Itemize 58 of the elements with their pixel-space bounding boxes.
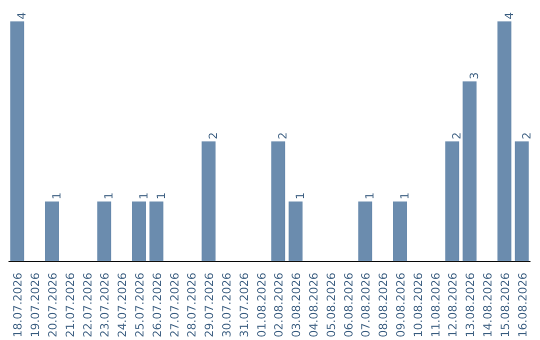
data-label: 1 [293, 192, 308, 200]
data-label: 2 [450, 132, 464, 140]
bar [132, 201, 146, 262]
x-tick-label: 07.08.2026 [358, 272, 373, 338]
x-tick-label: 23.07.2026 [98, 272, 112, 338]
x-tick-label: 12.08.2026 [446, 272, 460, 338]
data-label: 3 [467, 72, 482, 80]
bar [202, 141, 216, 262]
x-tick-label: 29.07.2026 [202, 272, 216, 338]
bar [45, 201, 59, 262]
bar [10, 21, 24, 262]
bar [445, 141, 460, 262]
x-tick-label: 16.08.2026 [515, 272, 530, 338]
data-label: 2 [276, 132, 290, 140]
x-tick-label: 20.07.2026 [46, 272, 60, 338]
x-tick-label: 26.07.2026 [150, 272, 164, 338]
x-tick-label: 10.08.2026 [410, 272, 425, 338]
x-tick-label: 08.08.2026 [376, 272, 390, 338]
x-tick-label: 04.08.2026 [306, 272, 320, 338]
x-tick-label: 05.08.2026 [324, 272, 338, 338]
bar [149, 201, 164, 262]
x-tick-label: 28.07.2026 [184, 272, 199, 338]
x-tick-label: 06.08.2026 [341, 272, 356, 338]
data-label: 4 [14, 12, 29, 20]
data-label: 2 [206, 132, 220, 140]
data-label: 4 [502, 12, 516, 20]
data-label: 1 [50, 192, 64, 200]
x-tick-label: 27.07.2026 [167, 272, 182, 338]
bar [288, 201, 303, 262]
bar [497, 21, 512, 262]
x-tick-label: 09.08.2026 [394, 272, 408, 338]
bar [97, 201, 112, 262]
x-tick-label: 31.07.2026 [236, 272, 251, 338]
x-tick-label: 18.07.2026 [10, 272, 25, 338]
bar [271, 141, 286, 262]
x-tick-label: 22.07.2026 [80, 272, 94, 338]
x-tick-label: 11.08.2026 [428, 272, 442, 338]
x-tick-label: 13.08.2026 [463, 272, 478, 338]
data-label: 2 [519, 132, 534, 140]
bar [462, 81, 477, 262]
x-tick-label: 19.07.2026 [28, 272, 42, 338]
x-tick-label: 15.08.2026 [498, 272, 512, 338]
bar [393, 201, 407, 262]
x-tick-label: 25.07.2026 [132, 272, 146, 338]
bar [514, 141, 529, 262]
data-label: 1 [362, 192, 377, 200]
data-label: 1 [398, 192, 412, 200]
x-tick-label: 03.08.2026 [289, 272, 304, 338]
x-tick-label: 30.07.2026 [220, 272, 234, 338]
bar [358, 201, 372, 262]
x-tick-label: 14.08.2026 [480, 272, 494, 338]
x-tick-label: 02.08.2026 [272, 272, 286, 338]
x-tick-label: 21.07.2026 [62, 272, 77, 338]
data-label: 1 [136, 192, 150, 200]
data-label: 1 [154, 192, 168, 200]
data-label: 1 [102, 192, 116, 200]
x-tick-label: 01.08.2026 [254, 272, 268, 338]
x-tick-label: 24.07.2026 [115, 272, 130, 338]
